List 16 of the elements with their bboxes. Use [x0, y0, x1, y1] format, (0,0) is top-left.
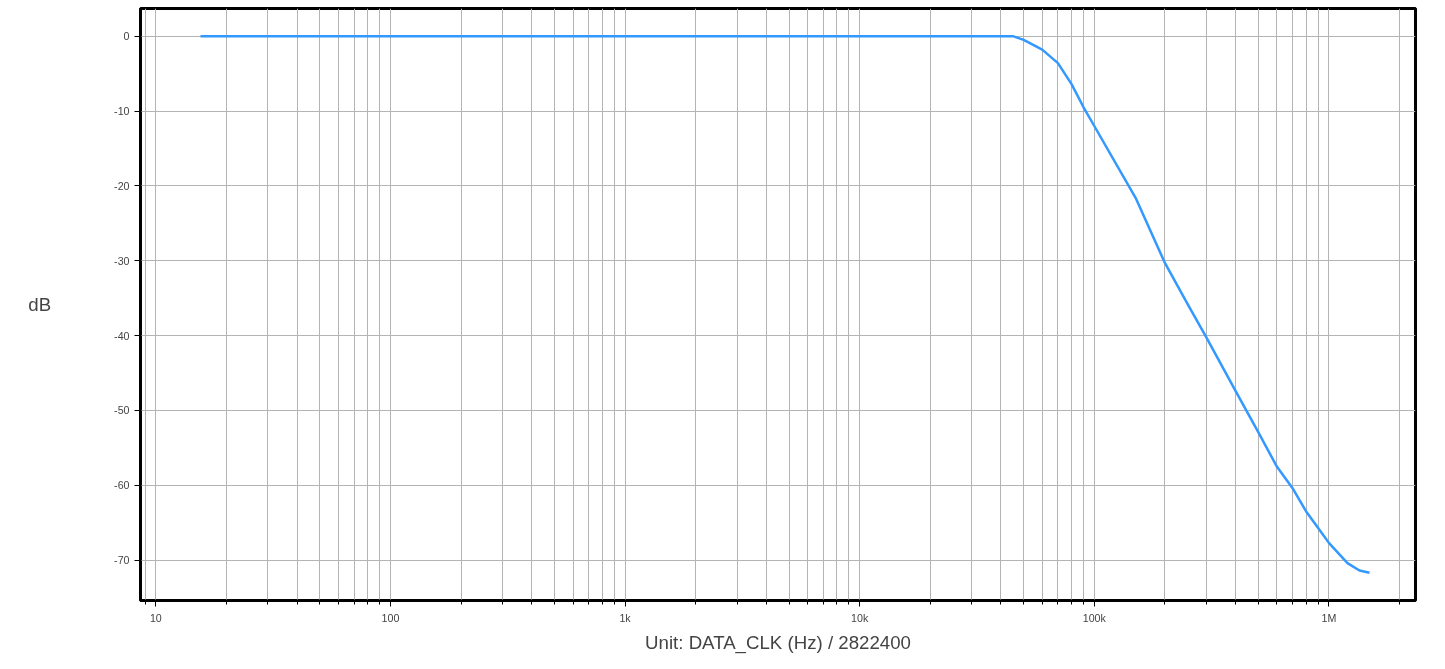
- y-tick-label: -70: [114, 554, 130, 567]
- x-tick-label: 10k: [851, 611, 869, 624]
- y-tick-label: -40: [114, 329, 130, 342]
- x-tick-label: 10: [149, 611, 162, 624]
- x-axis-title: Unit: DATA_CLK (Hz) / 2822400: [645, 631, 911, 654]
- x-tick-label: 1M: [1321, 611, 1337, 624]
- y-tick-label: -60: [114, 479, 130, 492]
- x-tick-label: 1k: [619, 611, 632, 624]
- x-tick-label: 100k: [1082, 611, 1107, 624]
- y-tick-label: -10: [114, 105, 130, 118]
- y-tick-label: -20: [114, 179, 130, 192]
- y-tick-label: -50: [114, 404, 130, 417]
- y-tick-label: -30: [114, 254, 130, 267]
- x-tick-label: 100: [381, 611, 400, 624]
- y-tick-label: 0: [123, 30, 130, 43]
- y-axis-title: dB: [28, 294, 52, 315]
